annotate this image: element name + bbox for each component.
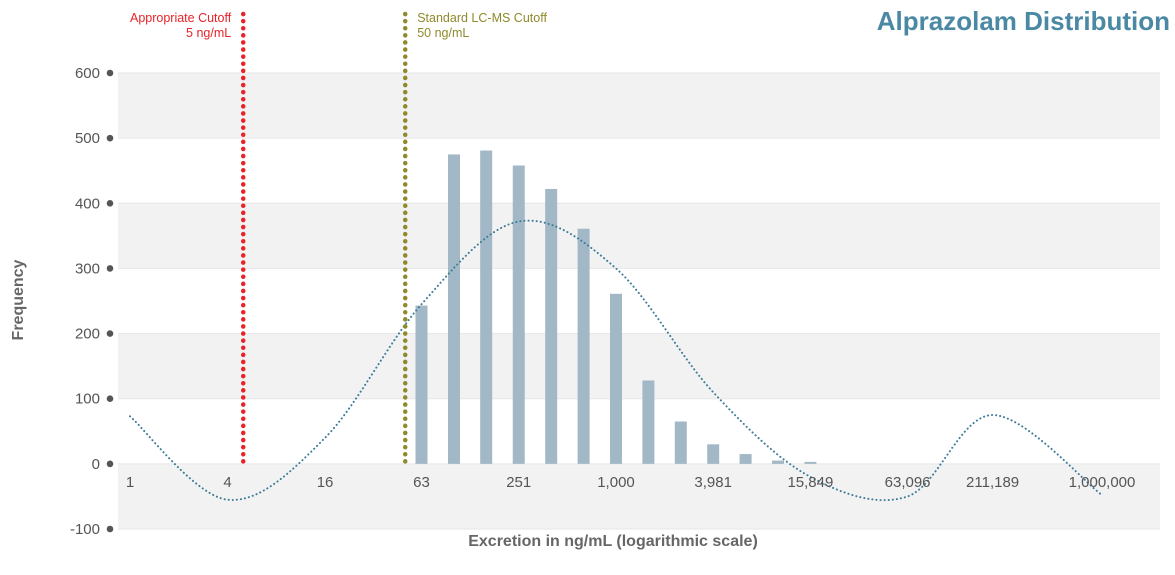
y-tick-dot	[106, 199, 114, 207]
cutoff-value-label: 5 ng/mL	[186, 26, 231, 40]
histogram-bar	[610, 293, 622, 464]
histogram-bar	[545, 188, 558, 464]
cutoff-label: Standard LC-MS Cutoff	[417, 11, 547, 25]
bars	[415, 150, 817, 464]
x-tick-label: 16	[317, 474, 334, 491]
x-axis-title: Excretion in ng/mL (logarithmic scale)	[468, 533, 758, 550]
histogram-bar	[804, 461, 817, 464]
x-axis: 1 4 16 63 251 1,000 3,981 15,849 63,096 211,189 1,…	[126, 474, 1136, 491]
y-tick-dot	[106, 395, 114, 403]
histogram-bar	[707, 444, 720, 464]
x-tick-label: 4	[223, 474, 231, 491]
y-axis-title: Frequency	[10, 259, 27, 340]
y-tick-label: 300	[75, 260, 100, 277]
x-tick-label: 3,981	[694, 474, 732, 491]
y-tick-dot	[106, 69, 114, 77]
grid-bands	[118, 72, 1160, 530]
cutoff-label: Appropriate Cutoff	[130, 11, 232, 25]
histogram-bar	[772, 460, 784, 464]
x-tick-label: 1	[126, 474, 134, 491]
y-tick-label: 400	[75, 195, 100, 212]
histogram-bar	[448, 154, 460, 464]
grid-band	[118, 73, 1160, 139]
y-tick-dot	[106, 525, 114, 533]
histogram-bar	[512, 165, 525, 464]
cutoff-value-label: 50 ng/mL	[417, 26, 469, 40]
y-tick-label: -100	[70, 521, 100, 538]
grid-band	[118, 463, 1160, 529]
x-tick-label: 63	[413, 474, 430, 491]
x-tick-label: 211,189	[966, 474, 1019, 491]
histogram-bar	[739, 454, 752, 464]
y-tick-label: 100	[75, 391, 100, 408]
y-tick-dot	[106, 460, 114, 468]
x-tick-label: 1,000	[597, 474, 635, 491]
y-tick-label: 500	[75, 130, 100, 147]
grid-band	[118, 333, 1160, 399]
y-tick-label: 200	[75, 326, 100, 343]
histogram-bar	[642, 380, 655, 464]
histogram-bar	[674, 421, 687, 464]
histogram-bar	[577, 228, 590, 464]
y-tick-label: 600	[75, 65, 100, 82]
grid-band	[118, 203, 1160, 269]
y-tick-label: 0	[92, 456, 100, 473]
histogram-bar	[480, 150, 493, 464]
y-axis: 600 500 400 300 200 100 0 -100	[70, 65, 114, 538]
trend-line	[129, 219, 1103, 502]
x-tick-label: 1,000,000	[1069, 474, 1136, 491]
x-tick-label: 251	[506, 474, 531, 491]
y-tick-dot	[106, 134, 114, 142]
y-tick-dot	[106, 330, 114, 337]
histogram-bar	[415, 305, 428, 464]
x-tick-label: 15,849	[787, 474, 833, 491]
x-tick-label: 63,096	[885, 474, 931, 491]
y-tick-dot	[106, 265, 114, 272]
chart-title: Alprazolam Distribution	[877, 6, 1170, 36]
